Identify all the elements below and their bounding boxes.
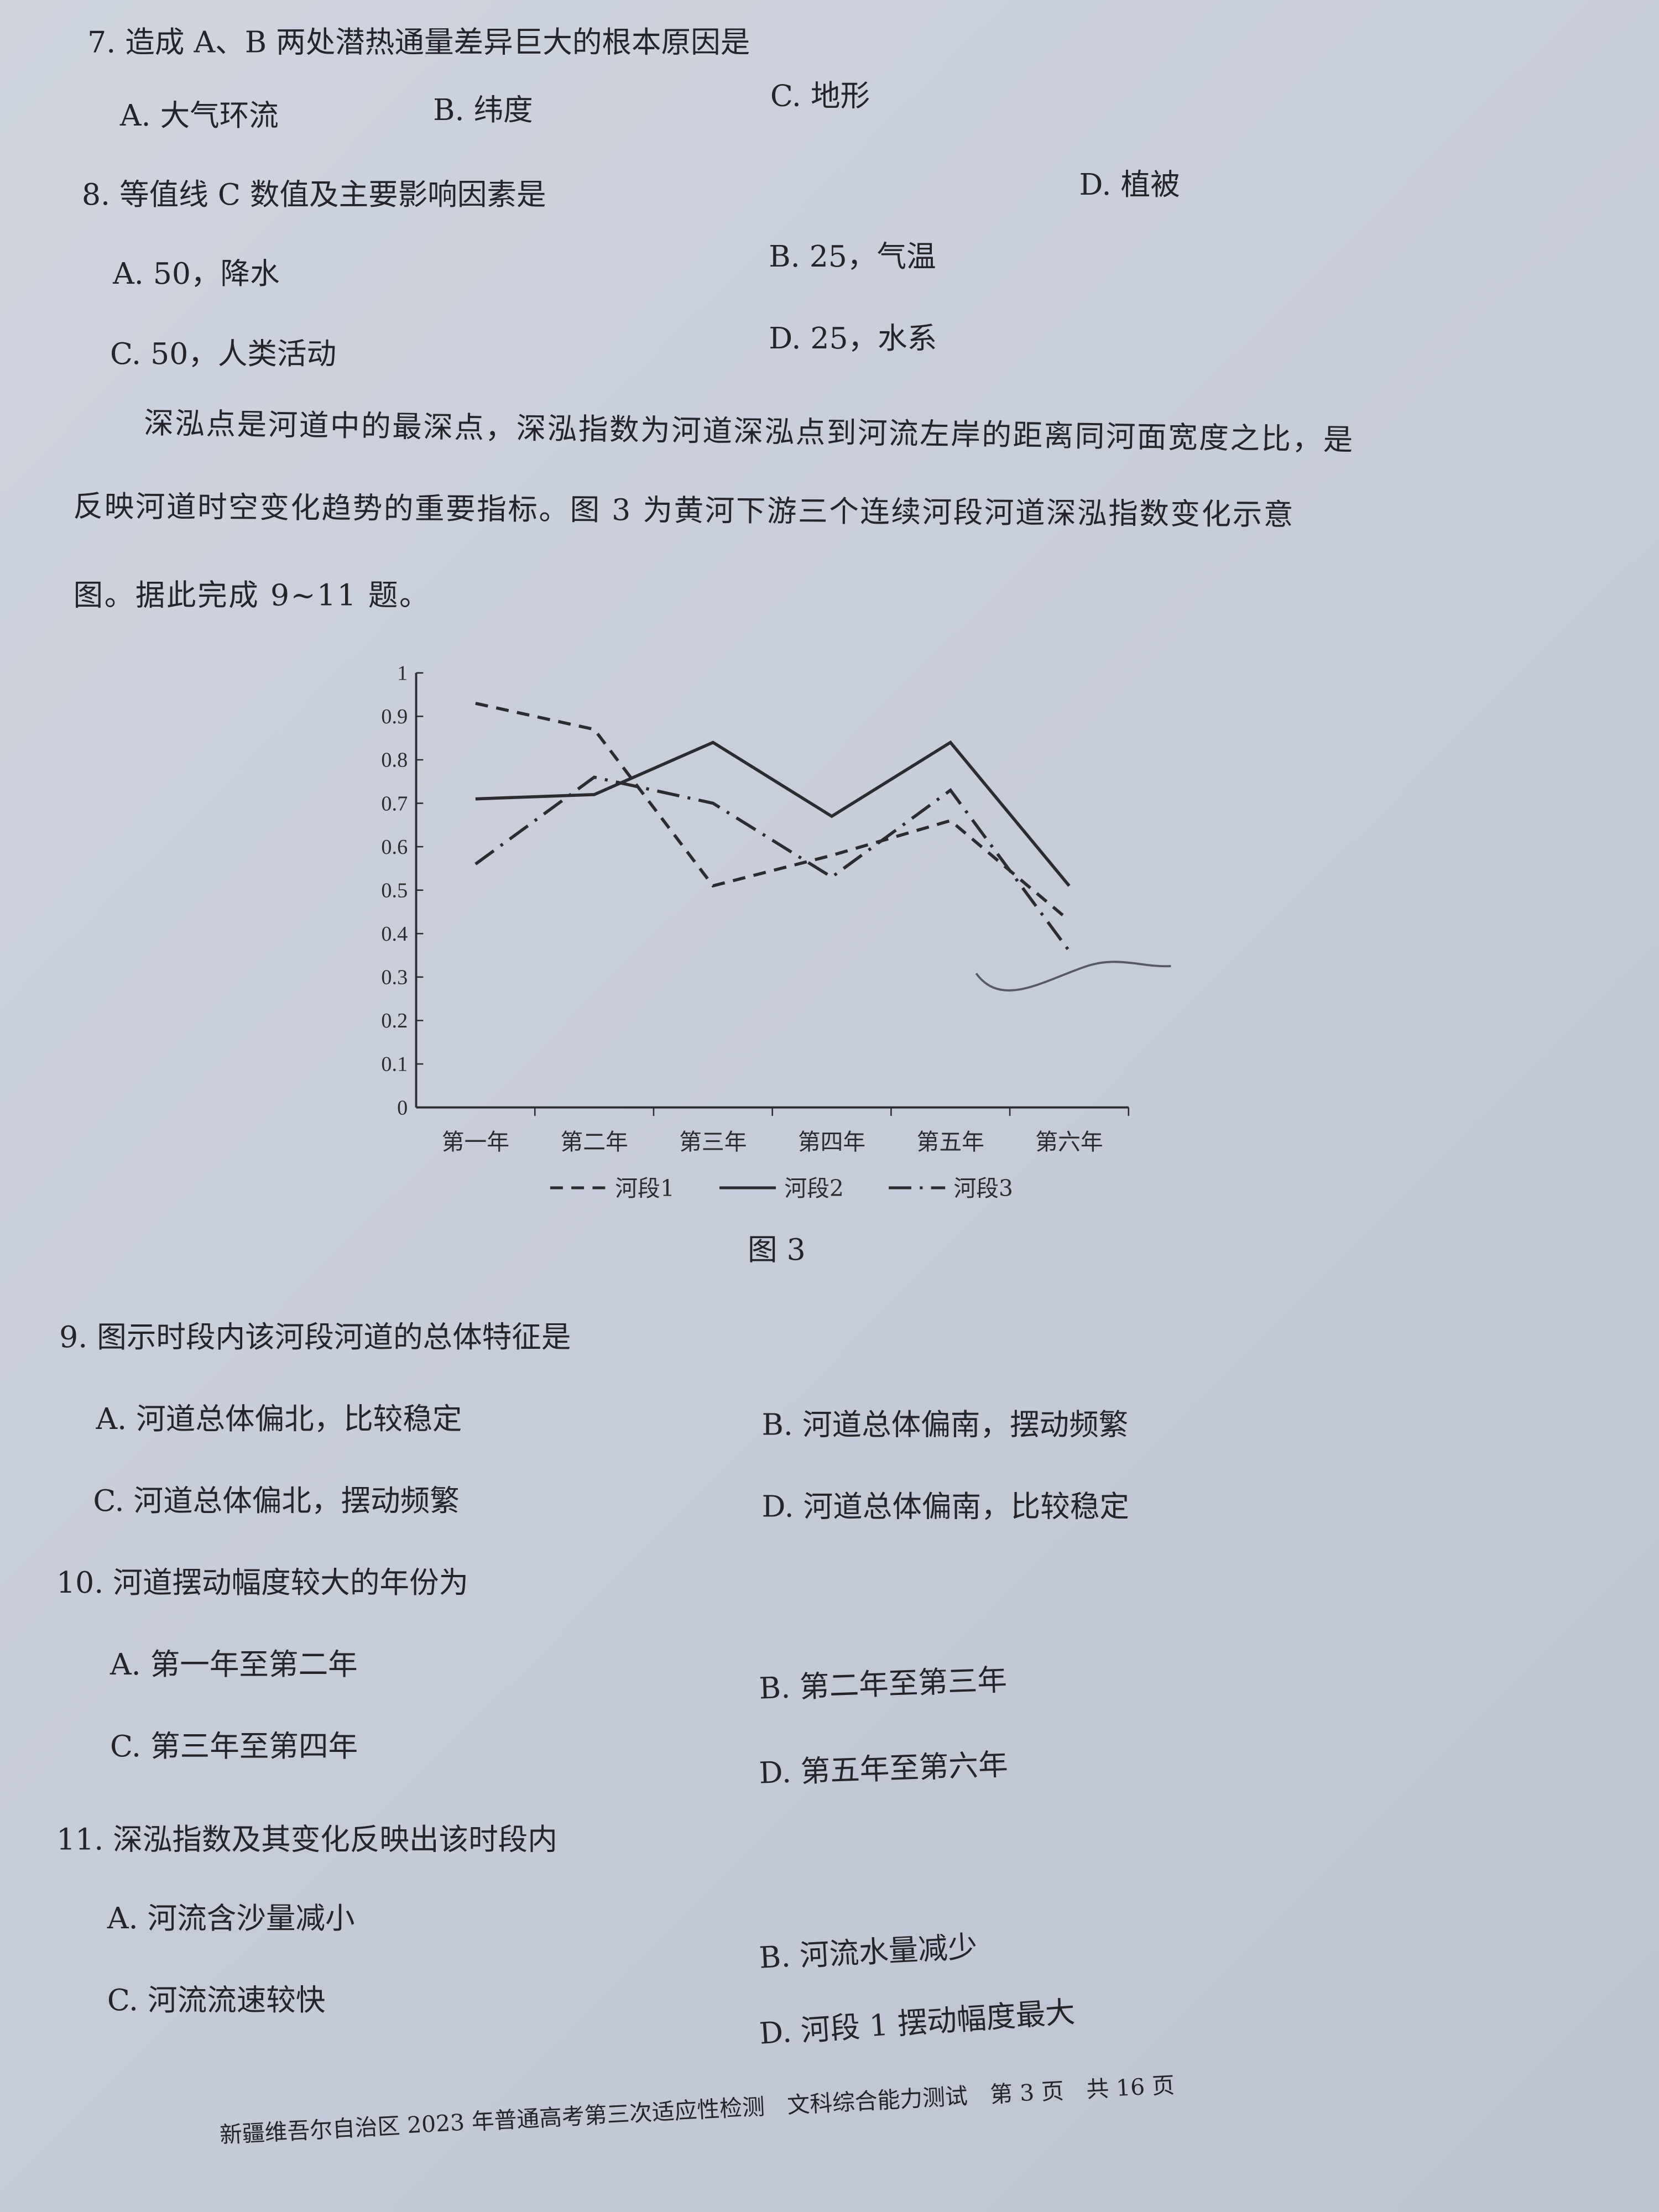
q11-option-d: D. 河段 1 摆动幅度最大 — [758, 1995, 1076, 2051]
q9-option-c: C. 河道总体偏北，摆动频繁 — [93, 1484, 460, 1518]
y-tick-label: 0.7 — [381, 792, 408, 815]
legend-label-1: 河段1 — [615, 1175, 675, 1202]
y-tick-label: 0.9 — [381, 705, 408, 728]
q9-option-d: D. 河道总体偏南，比较稳定 — [761, 1489, 1129, 1524]
q7-option-d: D. 植被 — [1079, 168, 1180, 202]
q10-option-d: D. 第五年至第六年 — [758, 1747, 1009, 1791]
q8-stem: 8. 等值线 C 数值及主要影响因素是 — [81, 178, 546, 212]
y-tick-label: 0.1 — [381, 1053, 408, 1076]
q11-stem: 11. 深泓指数及其变化反映出该时段内 — [56, 1822, 557, 1857]
y-tick-label: 0 — [397, 1096, 408, 1119]
q9-option-b: B. 河道总体偏南，摆动频繁 — [761, 1407, 1129, 1442]
q11-option-a: A. 河流含沙量减小 — [107, 1901, 355, 1936]
data-point — [950, 790, 951, 791]
y-tick-label: 0.8 — [381, 749, 408, 772]
legend-label-2: 河段2 — [784, 1175, 844, 1202]
q7-option-a: A. 大气环流 — [119, 98, 279, 133]
x-tick-label: 第六年 — [1035, 1129, 1103, 1155]
q8-option-c: C. 50，人类活动 — [109, 337, 337, 371]
q7-option-b: B. 纬度 — [433, 93, 533, 127]
q7-option-c: C. 地形 — [770, 79, 870, 113]
passage-line-2: 反映河道时空变化趋势的重要指标。图 3 为黄河下游三个连续河段河道深泓指数变化示… — [73, 489, 1295, 532]
x-tick-label: 第四年 — [798, 1129, 865, 1155]
y-tick-label: 0.4 — [381, 922, 408, 946]
data-point — [950, 742, 951, 743]
legend-label-3: 河段3 — [953, 1175, 1013, 1202]
data-point — [1069, 920, 1070, 921]
y-tick-label: 0.5 — [381, 879, 408, 902]
page-footer: 新疆维吾尔自治区 2023 年普通高考第三次适应性检测 文科综合能力测试 第 3… — [218, 2072, 1176, 2149]
q11-option-b: B. 河流水量减少 — [758, 1929, 978, 1975]
y-tick-label: 0.6 — [381, 836, 408, 859]
q8-option-a: A. 50，降水 — [113, 257, 280, 291]
y-tick-label: 1 — [397, 662, 408, 685]
x-tick-label: 第二年 — [560, 1129, 628, 1155]
q8-option-d: D. 25，水系 — [769, 321, 937, 356]
x-tick-label: 第五年 — [917, 1129, 984, 1155]
series-line-3 — [474, 775, 1071, 952]
q9-option-a: A. 河道总体偏北，比较稳定 — [96, 1402, 462, 1436]
q10-option-c: C. 第三年至第四年 — [109, 1729, 358, 1764]
q9-stem: 9. 图示时段内该河段河道的总体特征是 — [59, 1320, 571, 1354]
handwritten-mark — [975, 961, 1171, 992]
figure-3-chart: 0 0.1 0.2 0.3 0.4 0.5 0.6 0.7 0.8 0.9 1 第一年 第二年 第三年 第四… — [381, 662, 1171, 1202]
series-line-1 — [475, 702, 1071, 922]
series-line-2 — [475, 740, 1071, 887]
passage-line-3: 图。据此完成 9~11 题。 — [73, 578, 431, 613]
q10-option-a: A. 第一年至第二年 — [109, 1647, 358, 1682]
y-tick-label: 0.3 — [381, 966, 408, 989]
x-tick-label: 第一年 — [442, 1129, 509, 1155]
q10-option-b: B. 第二年至第三年 — [758, 1663, 1008, 1706]
x-tick-label: 第三年 — [679, 1129, 747, 1155]
q10-stem: 10. 河道摆动幅度较大的年份为 — [56, 1566, 469, 1600]
q7-stem: 7. 造成 A、B 两处潜热通量差异巨大的根本原因是 — [87, 25, 750, 60]
q11-option-c: C. 河流流速较快 — [107, 1983, 326, 2017]
figure-caption: 图 3 — [748, 1233, 806, 1267]
q8-option-b: B. 25，气温 — [769, 239, 936, 274]
passage-line-1: 深泓点是河道中的最深点，深泓指数为河道深泓点到河流左岸的距离同河面宽度之比，是 — [143, 406, 1355, 457]
y-tick-label: 0.2 — [381, 1009, 408, 1032]
